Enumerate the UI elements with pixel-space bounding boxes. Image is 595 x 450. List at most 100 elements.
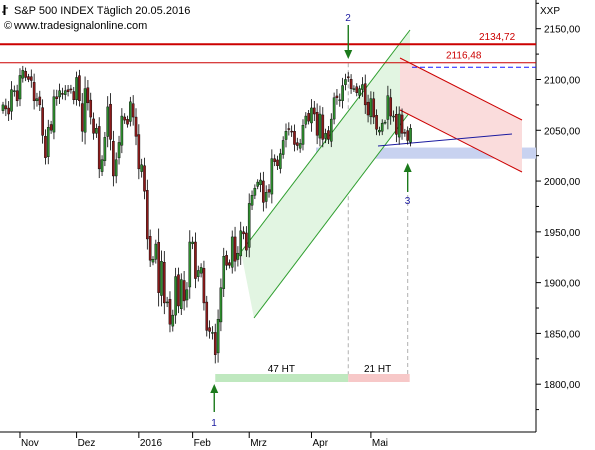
candle-body bbox=[361, 84, 364, 90]
candle bbox=[361, 77, 364, 97]
candle-body bbox=[171, 314, 175, 327]
candle-body bbox=[129, 101, 132, 122]
candle bbox=[103, 131, 107, 167]
candle bbox=[358, 85, 361, 99]
candle bbox=[276, 155, 279, 170]
candle bbox=[202, 260, 206, 311]
candle-body bbox=[287, 128, 291, 130]
candle-body bbox=[95, 128, 98, 134]
candle bbox=[400, 108, 404, 140]
candle-body bbox=[89, 99, 93, 118]
candle-body bbox=[61, 93, 64, 95]
candle-body bbox=[4, 105, 8, 110]
candle-body bbox=[236, 252, 240, 260]
candle bbox=[38, 90, 42, 111]
candle bbox=[239, 221, 243, 265]
candle-body bbox=[383, 121, 387, 124]
candle bbox=[290, 125, 293, 137]
candle-body bbox=[112, 141, 115, 177]
candle-body bbox=[126, 119, 129, 125]
support-zone bbox=[316, 147, 536, 159]
candle-body bbox=[13, 90, 16, 92]
candle bbox=[355, 83, 359, 97]
candle-body bbox=[194, 241, 197, 279]
candle-body bbox=[279, 153, 282, 169]
candle-body bbox=[349, 79, 353, 89]
candle bbox=[35, 92, 39, 107]
candle-body bbox=[329, 118, 333, 142]
y-tick-label: 2100,00 bbox=[544, 75, 581, 86]
candle bbox=[4, 98, 8, 117]
candle-body bbox=[137, 134, 141, 170]
y-tick-label: 1950,00 bbox=[544, 228, 581, 239]
candle bbox=[397, 106, 401, 145]
candle-body bbox=[49, 124, 53, 131]
candle-body bbox=[230, 236, 234, 268]
candle bbox=[66, 85, 70, 97]
candle bbox=[315, 103, 319, 145]
candle-body bbox=[69, 88, 73, 91]
candle bbox=[41, 99, 44, 144]
candle-body bbox=[301, 124, 305, 145]
candle-body bbox=[281, 140, 285, 155]
candle bbox=[369, 91, 373, 125]
candle-body bbox=[1, 104, 5, 111]
candle bbox=[264, 185, 268, 209]
arrow-1-head bbox=[210, 384, 219, 393]
candle bbox=[7, 101, 10, 121]
candle-body bbox=[191, 241, 194, 245]
candle bbox=[154, 239, 158, 264]
candle bbox=[13, 85, 16, 97]
candle-body bbox=[75, 77, 78, 100]
candle-body bbox=[395, 114, 398, 135]
candle bbox=[185, 282, 189, 308]
candle bbox=[86, 80, 90, 111]
candle bbox=[378, 126, 381, 136]
annotation-label-2: 2 bbox=[345, 13, 351, 24]
candle bbox=[78, 69, 81, 107]
candle bbox=[256, 179, 260, 190]
candle bbox=[72, 86, 76, 105]
candle-body bbox=[160, 261, 163, 296]
downtrend-channel-lower bbox=[399, 109, 523, 173]
candle-body bbox=[324, 133, 327, 139]
candle bbox=[281, 136, 285, 159]
candle-body bbox=[18, 75, 22, 100]
candles-layer bbox=[1, 65, 412, 364]
candle bbox=[352, 85, 356, 92]
candle bbox=[129, 96, 132, 127]
candle-body bbox=[366, 101, 370, 116]
candle-body bbox=[315, 111, 319, 136]
candle bbox=[296, 137, 299, 151]
axes-layer: 1800,00 1850,00 1900,00 1950,00 2000,00 2050,… bbox=[19, 2, 581, 449]
candle bbox=[32, 73, 36, 110]
candle-body bbox=[80, 103, 84, 132]
candle-body bbox=[242, 231, 245, 235]
candle-body bbox=[78, 75, 81, 102]
candle bbox=[284, 123, 288, 148]
x-tick-label: 2016 bbox=[140, 438, 163, 449]
candle-body bbox=[378, 130, 381, 133]
candle bbox=[165, 296, 169, 308]
candle-body bbox=[83, 88, 87, 133]
candle bbox=[63, 85, 67, 101]
candle bbox=[349, 74, 353, 94]
candle-body bbox=[233, 236, 237, 262]
candle bbox=[242, 226, 245, 240]
candle-body bbox=[66, 89, 70, 92]
candle-body bbox=[174, 276, 177, 316]
arrow-2-head bbox=[344, 50, 353, 59]
candle bbox=[143, 157, 146, 200]
candle bbox=[18, 68, 22, 107]
candle-body bbox=[154, 243, 158, 260]
candle-body bbox=[225, 255, 228, 266]
candle bbox=[49, 120, 53, 134]
candle bbox=[168, 291, 172, 333]
candle bbox=[279, 148, 282, 174]
candle-body bbox=[219, 287, 223, 323]
candle-body bbox=[389, 97, 393, 117]
candle-body bbox=[352, 88, 356, 90]
candle bbox=[199, 263, 203, 278]
candle bbox=[160, 250, 163, 307]
candle-body bbox=[363, 83, 367, 106]
